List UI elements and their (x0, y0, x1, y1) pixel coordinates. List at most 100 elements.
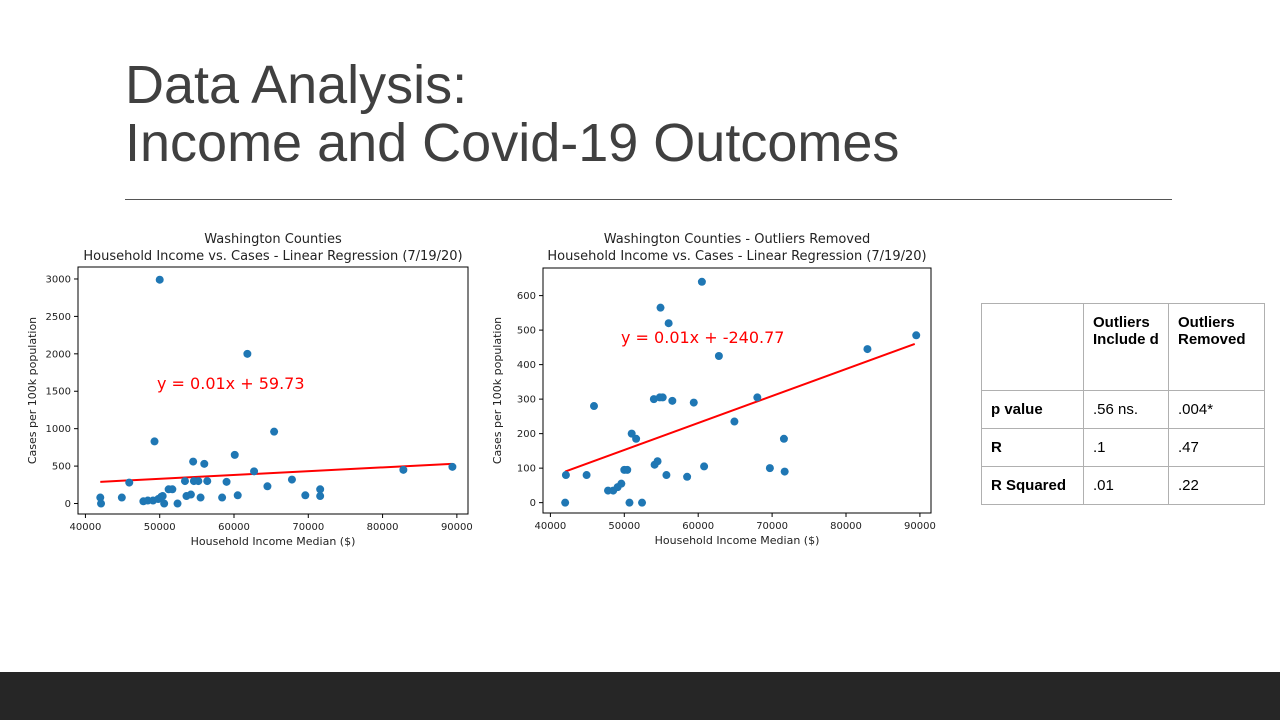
data-point (656, 303, 665, 312)
data-point (316, 492, 325, 501)
data-point (158, 492, 167, 501)
stats-row-p-value: p value .56 ns. .004* (981, 390, 1265, 429)
data-point (683, 472, 692, 481)
row-label: R Squared (981, 466, 1084, 505)
regression-equation: y = 0.01x + -240.77 (621, 328, 784, 347)
data-point (250, 467, 259, 476)
x-tick-label: 70000 (756, 521, 788, 532)
data-point (638, 498, 647, 507)
data-point (230, 450, 239, 459)
data-point (632, 434, 641, 443)
data-point (561, 498, 570, 507)
data-point (448, 462, 457, 471)
data-point (117, 493, 126, 502)
chart-subtitle: Household Income vs. Cases - Linear Regr… (547, 249, 926, 264)
y-tick-label: 3000 (46, 274, 71, 285)
x-tick-label: 60000 (682, 521, 714, 532)
data-point (582, 471, 591, 480)
data-point (168, 485, 177, 494)
data-point (780, 467, 789, 476)
data-point (196, 493, 205, 502)
y-tick-label: 2500 (46, 312, 71, 323)
regression-equation: y = 0.01x + 59.73 (157, 374, 305, 393)
data-point (233, 491, 242, 500)
data-point (662, 471, 671, 480)
header-cell-outliers-removed: Outliers Removed (1168, 303, 1265, 391)
data-point (561, 471, 570, 480)
data-point (194, 477, 203, 486)
data-point (301, 491, 310, 500)
data-point (155, 275, 164, 284)
x-tick-label: 40000 (534, 521, 566, 532)
y-tick-label: 600 (517, 291, 536, 302)
data-point (270, 427, 279, 436)
data-point (243, 349, 252, 358)
stats-row-r-squared: R Squared .01 .22 (981, 466, 1265, 505)
y-tick-label: 300 (517, 395, 536, 406)
y-tick-label: 2000 (46, 349, 71, 360)
data-point (180, 477, 189, 486)
plot-frame (542, 267, 932, 514)
cell-removed: .47 (1168, 428, 1265, 467)
x-tick-label: 90000 (904, 521, 936, 532)
x-tick-label: 50000 (608, 521, 640, 532)
x-tick-label: 80000 (830, 521, 862, 532)
data-point (186, 490, 195, 499)
data-point (203, 477, 212, 486)
y-tick-label: 200 (517, 429, 536, 440)
y-tick-label: 0 (530, 498, 536, 509)
data-point (316, 485, 325, 494)
slide-title-line-1: Data Analysis: (125, 55, 468, 115)
data-point (589, 402, 598, 411)
chart-outliers-included: Washington Counties Household Income vs. … (26, 232, 473, 548)
y-tick-label: 400 (517, 360, 536, 371)
data-point (263, 482, 272, 491)
y-tick-label: 100 (517, 464, 536, 475)
data-point (714, 351, 723, 360)
data-point (617, 479, 626, 488)
data-point (753, 393, 762, 402)
data-point (150, 437, 159, 446)
data-point (697, 277, 706, 286)
y-axis-label: Cases per 100k population (26, 317, 39, 464)
stats-table: Outliers Include d Outliers Removed p va… (981, 303, 1265, 505)
header-cell-outliers-included: Outliers Include d (1083, 303, 1169, 391)
stats-table-header-row: Outliers Include d Outliers Removed (981, 303, 1265, 391)
row-label: p value (981, 390, 1084, 429)
chart-subtitle: Household Income vs. Cases - Linear Regr… (83, 249, 462, 264)
data-point (658, 393, 667, 402)
y-tick-label: 500 (517, 326, 536, 337)
y-tick-label: 1000 (46, 424, 71, 435)
data-point (627, 429, 636, 438)
x-tick-label: 40000 (70, 522, 102, 533)
y-axis-label: Cases per 100k population (491, 317, 504, 464)
cell-removed: .004* (1168, 390, 1265, 429)
data-point (200, 459, 209, 468)
data-point (912, 331, 921, 340)
data-point (399, 465, 408, 474)
regression-line (564, 342, 916, 473)
data-point (863, 345, 872, 354)
data-point (96, 493, 105, 502)
x-axis-label: Household Income Median ($) (191, 535, 356, 548)
x-tick-label: 80000 (367, 522, 399, 533)
y-tick-label: 1500 (46, 387, 71, 398)
y-tick-label: 0 (65, 499, 71, 510)
x-axis-label: Household Income Median ($) (655, 534, 820, 547)
data-point (625, 498, 634, 507)
x-tick-label: 50000 (144, 522, 176, 533)
row-label: R (981, 428, 1084, 467)
data-point (125, 478, 134, 487)
slide-title-line-2: Income and Covid-19 Outcomes (125, 113, 900, 173)
cell-included: .1 (1083, 428, 1169, 467)
data-point (689, 398, 698, 407)
chart-title: Washington Counties - Outliers Removed (604, 232, 871, 247)
stats-row-r: R .1 .47 (981, 428, 1265, 467)
cell-included: .56 ns. (1083, 390, 1169, 429)
regression-line (100, 462, 452, 483)
cell-included: .01 (1083, 466, 1169, 505)
title-divider (125, 199, 1172, 200)
x-tick-label: 70000 (292, 522, 324, 533)
y-tick-label: 500 (52, 462, 71, 473)
data-point (765, 464, 774, 473)
